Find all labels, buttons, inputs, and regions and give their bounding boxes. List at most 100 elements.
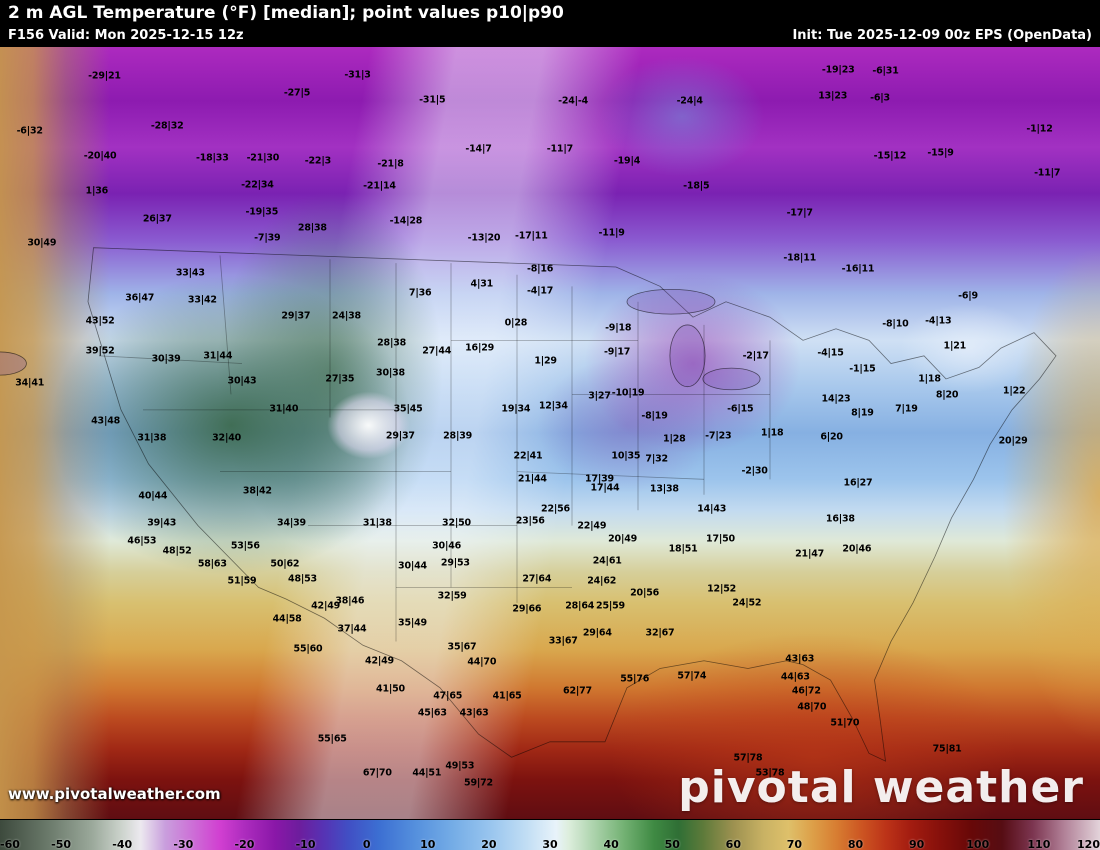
point-value: -21|14 <box>363 180 396 192</box>
colorbar-tick: 90 <box>909 838 925 850</box>
point-value: 44|70 <box>467 656 497 668</box>
point-value: 23|56 <box>515 515 545 527</box>
colorbar-tick: 110 <box>1027 838 1051 850</box>
pivotalweather-logo: pivotal weather <box>678 762 1084 813</box>
point-value: 7|19 <box>895 403 918 415</box>
point-value: -4|17 <box>526 285 554 297</box>
colorbar-tick: -50 <box>51 838 72 850</box>
point-value: 24|61 <box>592 555 622 567</box>
colorbar-tick: -30 <box>173 838 194 850</box>
point-value: 39|43 <box>147 517 177 529</box>
point-value: -10|19 <box>611 387 645 399</box>
point-value: 22|49 <box>577 520 607 532</box>
point-value: 48|52 <box>162 545 192 557</box>
point-value: -11|7 <box>1034 167 1061 179</box>
point-value: 29|53 <box>440 557 470 569</box>
point-value: 30|43 <box>227 375 257 387</box>
point-value: -1|12 <box>1026 123 1053 135</box>
point-value: 20|46 <box>842 543 872 555</box>
colorbar-tick: 50 <box>664 838 680 850</box>
point-value: 1|18 <box>918 373 941 385</box>
point-value: 51|59 <box>227 575 257 587</box>
point-value: 42|49 <box>365 655 394 667</box>
colorbar-tick: -10 <box>295 838 316 850</box>
point-value: 21|47 <box>795 548 825 560</box>
point-value: 32|50 <box>442 517 471 529</box>
point-value: -11|9 <box>598 227 625 239</box>
colorbar: -60 -50 -40 -30 -20 -10 0 10 20 30 40 50 60 70 80 90 100… <box>0 819 1100 850</box>
point-value: 30|49 <box>27 237 57 249</box>
point-value: 36|47 <box>125 292 155 304</box>
point-value: 20|56 <box>630 587 660 599</box>
point-value: 17|39 <box>585 473 614 485</box>
point-value: -20|40 <box>83 150 117 162</box>
point-value: 8|20 <box>935 389 959 401</box>
point-value: 46|72 <box>791 685 821 697</box>
point-value: -16|11 <box>841 263 875 275</box>
colorbar-tick: 70 <box>786 838 803 850</box>
point-value: 1|36 <box>85 185 109 197</box>
point-value: 3|27 <box>588 390 611 402</box>
point-value: 30|44 <box>398 560 427 572</box>
point-value: 29|37 <box>281 310 311 322</box>
point-value: 26|37 <box>142 213 172 225</box>
point-value: 49|53 <box>445 760 475 772</box>
point-value: 57|74 <box>677 670 707 682</box>
point-value: 37|44 <box>337 623 367 635</box>
point-value: 29|66 <box>512 603 542 615</box>
point-value: 43|63 <box>459 707 489 719</box>
colorbar-tick: -60 <box>0 838 20 850</box>
point-value: 31|44 <box>203 350 233 362</box>
point-value: 38|46 <box>335 595 365 607</box>
point-value: 31|38 <box>362 517 392 529</box>
point-value: 42|49 <box>311 600 341 612</box>
colorbar-gradient <box>0 820 1100 850</box>
point-value: -22|34 <box>241 179 274 191</box>
point-value: -14|7 <box>465 143 492 155</box>
point-value: -9|18 <box>605 322 632 334</box>
point-value: -14|28 <box>389 215 423 227</box>
point-value: 59|72 <box>464 777 493 789</box>
point-value: 24|38 <box>332 310 361 322</box>
point-value: -28|32 <box>150 120 184 132</box>
title-bar: 2 m AGL Temperature (°F) [median]; point… <box>0 0 1100 46</box>
point-value: -17|11 <box>514 230 548 242</box>
point-value: 1|18 <box>760 427 784 439</box>
point-value: -7|39 <box>254 232 281 244</box>
point-value: 58|63 <box>197 558 227 570</box>
point-value: 30|39 <box>151 353 181 365</box>
point-value: 12|52 <box>707 583 737 595</box>
init-time: Init: Tue 2025-12-09 00z EPS (OpenData) <box>792 28 1092 43</box>
colorbar-tick: 10 <box>420 838 436 850</box>
point-values-layer: -29|21 -27|5 -31|3 -31|5 -24|-4 -24|4 -19|23 -6… <box>0 47 1100 819</box>
point-value: 1|29 <box>534 355 557 367</box>
point-value: 43|48 <box>91 415 121 427</box>
point-value: 30|46 <box>432 540 462 552</box>
point-value: 30|38 <box>376 367 405 379</box>
point-value: 6|20 <box>820 431 843 443</box>
point-value: 43|63 <box>785 653 815 665</box>
point-value: 55|60 <box>293 643 323 655</box>
point-value: 29|64 <box>582 627 612 639</box>
point-value: 7|32 <box>645 453 668 465</box>
point-value: 27|35 <box>325 373 355 385</box>
point-value: 27|44 <box>422 345 452 357</box>
point-value: 12|34 <box>538 400 568 412</box>
colorbar-tick: 0 <box>362 838 371 850</box>
point-value: 39|52 <box>85 345 115 357</box>
point-value: -2|17 <box>742 350 769 362</box>
point-value: -22|3 <box>304 155 332 167</box>
point-value: -8|10 <box>882 318 909 330</box>
point-value: 48|53 <box>288 573 317 585</box>
point-value: 17|50 <box>706 533 735 545</box>
point-value: 1|21 <box>943 340 967 352</box>
point-value: -13|20 <box>467 232 501 244</box>
colorbar-tick: 20 <box>481 838 497 850</box>
point-value: 16|38 <box>825 513 855 525</box>
point-value: 29|37 <box>385 430 415 442</box>
colorbar-tick: 60 <box>725 838 741 850</box>
point-value: 14|23 <box>821 393 851 405</box>
point-value: -11|7 <box>546 143 574 155</box>
point-value: 35|67 <box>447 641 477 653</box>
map-canvas: -29|21 -27|5 -31|3 -31|5 -24|-4 -24|4 -19|23 -6… <box>0 46 1100 819</box>
